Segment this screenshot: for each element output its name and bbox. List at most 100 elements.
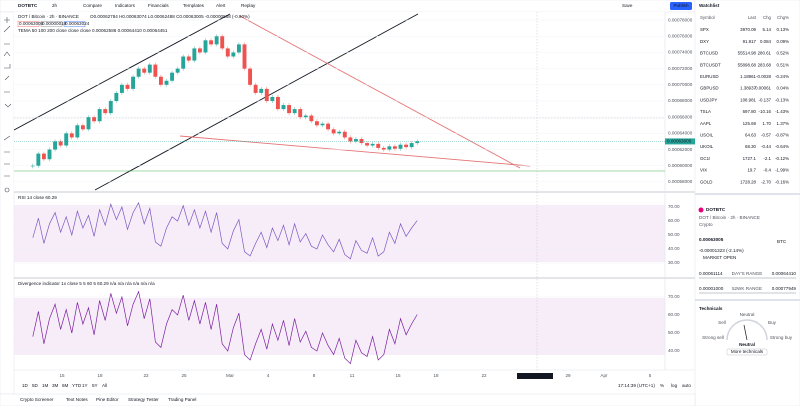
technicals-button[interactable] xyxy=(726,348,768,356)
detail-price: 0.00063005 xyxy=(699,237,724,242)
x-tick-label: 4 xyxy=(267,373,270,378)
candle xyxy=(231,52,236,57)
watchlist-cell[interactable]: USDJPY xyxy=(700,97,717,102)
x-tick-label: 29 xyxy=(565,373,571,378)
interval[interactable]: 2h xyxy=(52,3,58,8)
footer-tab[interactable]: Trading Panel xyxy=(168,397,196,402)
watchlist-cell: -2.70 xyxy=(761,179,772,184)
menu-item[interactable]: Indicators xyxy=(115,3,136,8)
x-tick-label: 18 xyxy=(97,373,103,378)
watchlist-cell: -0.137 xyxy=(759,97,772,102)
scale-option[interactable]: log xyxy=(671,383,678,388)
range-label: 52WK RANGE xyxy=(732,286,762,291)
publish-button[interactable] xyxy=(670,2,692,10)
candle xyxy=(58,141,63,146)
legend-value: 0.00063005 xyxy=(19,21,44,26)
watchlist-cell: 108.981 xyxy=(740,97,756,102)
footer-tab[interactable]: Pine Editor xyxy=(96,397,119,402)
candle xyxy=(64,133,69,146)
menu-item[interactable]: Replay xyxy=(241,3,256,8)
range-button[interactable]: 6M xyxy=(62,383,69,388)
watchlist-cell: -0.44 xyxy=(761,144,772,149)
indicator-line xyxy=(32,290,418,365)
top-bar xyxy=(0,0,696,13)
y-tick-label: 70.00 xyxy=(668,204,680,209)
footer-tab[interactable]: Strategy Tester xyxy=(128,397,159,402)
detail-status: MARKET OPEN xyxy=(703,255,736,260)
column-header: Symbol xyxy=(700,15,715,20)
watchlist-cell[interactable]: TSLA xyxy=(700,109,711,114)
watchlist-cell: 3970.09 xyxy=(740,27,756,32)
watchlist-cell: 55898.68 xyxy=(738,62,757,67)
y-tick-label: 0.00066000 xyxy=(668,114,693,119)
watchlist-cell[interactable]: EURUSD xyxy=(700,74,719,79)
watchlist-cell[interactable]: DXY xyxy=(700,39,709,44)
candle xyxy=(281,105,286,110)
scale-option[interactable]: % xyxy=(660,383,664,388)
watchlist-cell[interactable]: GBPUSD xyxy=(700,86,719,91)
range-button[interactable]: YTD xyxy=(72,383,82,388)
range-button[interactable]: 1D xyxy=(22,383,29,388)
watchlist-cell[interactable]: AAPL xyxy=(700,121,712,126)
y-tick-label: 0.00060000 xyxy=(668,163,693,168)
publish-label[interactable]: Publish xyxy=(673,3,689,8)
watchlist-cell[interactable]: UKOIL xyxy=(700,144,714,149)
range-low: 0.00061114 xyxy=(699,271,723,276)
watchlist-cell[interactable]: VIX xyxy=(700,168,707,173)
range-button[interactable]: 1M xyxy=(42,383,49,388)
candle xyxy=(259,88,264,93)
watchlist-cell: -0.12% xyxy=(775,156,789,161)
candle xyxy=(326,123,331,130)
range-button[interactable]: 5Y xyxy=(92,383,98,388)
candle xyxy=(298,109,303,118)
detail-name: DOT / Bitcoin · 2h · BINANCE xyxy=(699,215,760,220)
footer-tab[interactable]: Crypto Screener xyxy=(20,397,54,402)
watchlist-cell[interactable]: BTCUSD xyxy=(700,51,718,56)
gauge-label: Neutral xyxy=(740,312,755,317)
gauge-needle xyxy=(743,324,748,341)
watchlist-cell: 91.917 xyxy=(743,39,757,44)
watchlist-cell: -0.0028 xyxy=(756,74,771,79)
range-button[interactable]: 1Y xyxy=(82,383,88,388)
menu-item[interactable]: Compare xyxy=(83,3,102,8)
watchlist-cell: 55514.98 xyxy=(738,51,757,56)
footer-tab[interactable]: Text Notes xyxy=(66,397,88,402)
menu-item[interactable]: Alert xyxy=(216,3,226,8)
gauge-verdict: Neutral xyxy=(739,342,755,347)
watchlist-cell: 1.18961 xyxy=(740,74,756,79)
column-header: Chg xyxy=(763,15,772,20)
candle xyxy=(309,115,314,122)
technicals-link[interactable]: More technicals xyxy=(731,349,764,354)
watchlist-cell[interactable]: GOLD xyxy=(700,179,712,184)
range-button[interactable]: 3M xyxy=(52,383,59,388)
candle xyxy=(197,48,202,53)
watchlist-cell[interactable]: GC1! xyxy=(700,156,710,161)
menu-item[interactable]: Templates xyxy=(183,3,205,8)
watchlist-cell[interactable]: BTCUSDT xyxy=(700,62,721,67)
candle xyxy=(314,121,319,126)
watchlist-cell[interactable]: SPX xyxy=(700,27,709,32)
right-panel xyxy=(694,0,800,406)
watchlist-cell: 1.70 xyxy=(762,121,771,126)
save[interactable]: Save xyxy=(622,3,633,8)
watchlist-cell: -0.13% xyxy=(775,97,789,102)
legend-title: DOT / Bitcoin · 2h · BINANCE xyxy=(18,14,79,19)
pane-title: RSI 14 close 60.29 xyxy=(18,195,57,200)
watchlist-cell: 0.13% xyxy=(777,27,790,32)
candle xyxy=(86,117,91,130)
candle xyxy=(348,137,353,142)
range-button[interactable]: All xyxy=(102,383,107,388)
candle xyxy=(392,146,397,149)
candle xyxy=(214,36,219,45)
legend-box xyxy=(63,21,86,27)
candle xyxy=(69,133,74,138)
candle xyxy=(175,68,180,73)
symbol[interactable]: DOTBTC xyxy=(18,3,38,8)
watchlist-cell[interactable]: USOIL xyxy=(700,132,714,137)
range-button[interactable]: 5D xyxy=(32,383,39,388)
y-tick-label: 0.00064000 xyxy=(668,131,693,136)
menu-item[interactable]: Financials xyxy=(148,3,169,8)
scale-option[interactable]: auto xyxy=(682,383,691,388)
